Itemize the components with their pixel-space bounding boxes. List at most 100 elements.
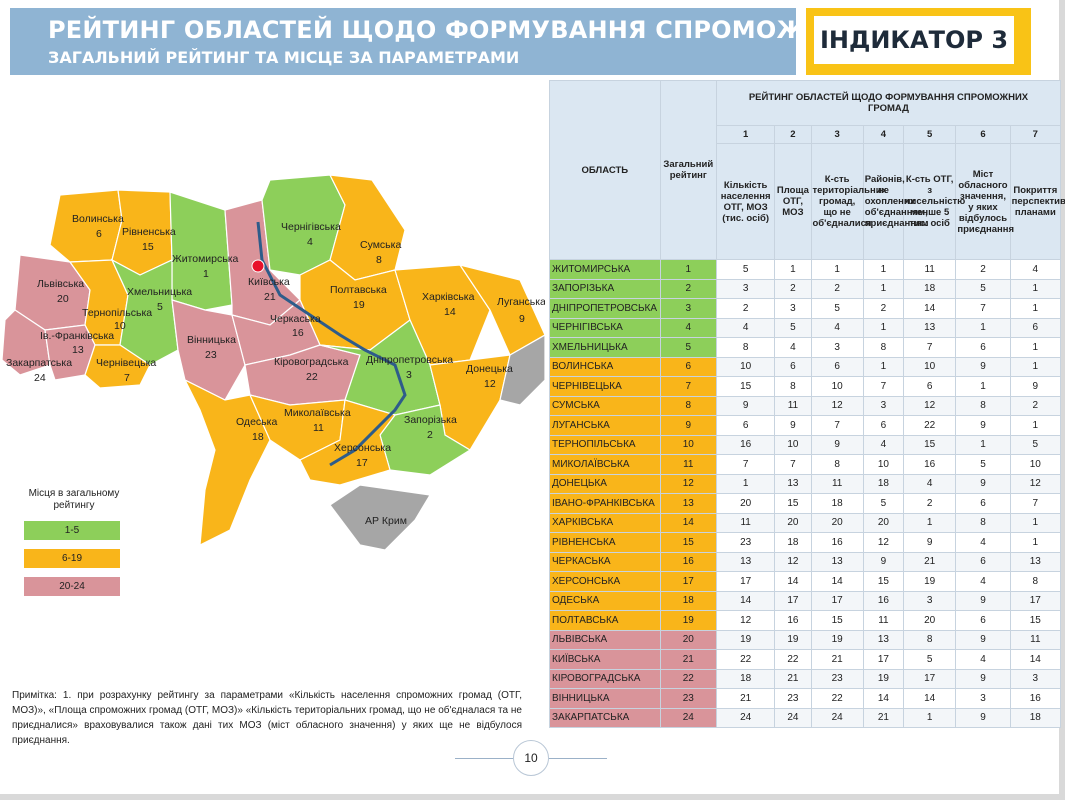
param-value-cell: 1: [1009, 356, 1062, 377]
rank-kharkivska: 14: [444, 306, 456, 318]
param-value-cell: 14: [715, 590, 776, 611]
region-crimea: [329, 484, 431, 551]
rank-rivnenska: 15: [142, 241, 154, 253]
param-value-cell: 17: [903, 668, 957, 689]
param-name-5: К-сть ОТГ, з чисельністю менше 5 тис. ос…: [903, 143, 965, 260]
param-value-cell: 11: [1009, 629, 1062, 650]
region-vinnytska[interactable]: [171, 299, 246, 401]
param-value-cell: 4: [903, 473, 957, 494]
oblast-name-cell: ВОЛИНСЬКА: [549, 356, 661, 377]
param-value-cell: 3: [715, 278, 776, 299]
param-value-cell: 6: [1009, 317, 1062, 338]
param-value-cell: 12: [774, 551, 812, 572]
param-value-cell: 15: [774, 493, 812, 514]
param-value-cell: 20: [903, 610, 957, 631]
overall-rank-cell: 9: [659, 415, 717, 436]
overall-rank-cell: 18: [659, 590, 717, 611]
kyiv-city-marker[interactable]: [251, 259, 265, 273]
overall-rank-cell: 2: [659, 278, 717, 299]
param-value-cell: 14: [862, 688, 905, 709]
table-row: ВОЛИНСЬКА 6 10 6 6 1 10 9 1: [549, 356, 1062, 377]
param-value-cell: 6: [774, 356, 812, 377]
rank-zakarpatska: 24: [34, 372, 46, 384]
param-value-cell: 9: [955, 668, 1011, 689]
region-chernivetska[interactable]: [84, 344, 151, 389]
param-value-cell: 23: [810, 668, 864, 689]
param-value-cell: 1: [903, 707, 957, 728]
oblast-name-cell: ЛЬВІВСЬКА: [549, 629, 661, 650]
param-value-cell: 1: [1009, 532, 1062, 553]
param-value-cell: 8: [1009, 571, 1062, 592]
param-value-cell: 22: [810, 688, 864, 709]
param-value-cell: 5: [955, 454, 1011, 475]
param-value-cell: 1: [862, 278, 905, 299]
param-value-cell: 16: [1009, 688, 1062, 709]
table-row: ОДЕСЬКА 18 14 17 17 16 3 9 17: [549, 590, 1062, 611]
param-number-1: 1: [715, 125, 776, 144]
rank-vinnytska: 23: [205, 349, 217, 361]
label-mykolaivska: Миколаївська: [284, 407, 351, 419]
param-value-cell: 16: [774, 610, 812, 631]
label-kharkivska: Харківська: [422, 291, 475, 303]
param-value-cell: 5: [715, 259, 776, 280]
param-value-cell: 19: [862, 668, 905, 689]
rank-poltavska: 19: [353, 299, 365, 311]
param-value-cell: 2: [955, 259, 1011, 280]
rank-odeska: 18: [252, 431, 264, 443]
param-value-cell: 21: [810, 649, 864, 670]
overall-rank-cell: 14: [659, 512, 717, 533]
region-volynska[interactable]: [49, 189, 123, 263]
param-value-cell: 6: [862, 415, 905, 436]
region-sumska[interactable]: [328, 174, 406, 281]
region-odeska[interactable]: [183, 378, 271, 547]
group-header: РЕЙТИНГ ОБЛАСТЕЙ ЩОДО ФОРМУВАННЯ СПРОМОЖ…: [715, 80, 1062, 126]
param-value-cell: 9: [955, 415, 1011, 436]
param-value-cell: 8: [862, 337, 905, 358]
param-value-cell: 5: [774, 317, 812, 338]
label-chernihivska: Чернігівська: [281, 221, 341, 233]
param-value-cell: 10: [715, 356, 776, 377]
param-value-cell: 1: [955, 376, 1011, 397]
overall-rank-cell: 21: [659, 649, 717, 670]
page-number: 10: [513, 740, 549, 776]
param-value-cell: 4: [862, 434, 905, 455]
param-value-cell: 18: [774, 532, 812, 553]
param-value-cell: 1: [774, 259, 812, 280]
region-khersonska[interactable]: [299, 399, 396, 486]
param-value-cell: 15: [903, 434, 957, 455]
param-value-cell: 9: [955, 629, 1011, 650]
label-lvivska: Львівська: [37, 278, 84, 290]
table-row: ЧЕРНІГІВСЬКА 4 4 5 4 1 13 1 6: [549, 317, 1062, 338]
overall-rank-cell: 10: [659, 434, 717, 455]
param-value-cell: 20: [715, 493, 776, 514]
oblast-name-cell: ЛУГАНСЬКА: [549, 415, 661, 436]
label-cherkaska: Черкаська: [270, 313, 321, 325]
param-value-cell: 5: [955, 278, 1011, 299]
page-divider-right: [549, 758, 607, 759]
param-value-cell: 10: [774, 434, 812, 455]
label-rivnenska: Рівненська: [122, 226, 176, 238]
param-value-cell: 14: [1009, 649, 1062, 670]
param-value-cell: 1: [903, 512, 957, 533]
param-value-cell: 22: [903, 415, 957, 436]
overall-rank-cell: 24: [659, 707, 717, 728]
param-value-cell: 3: [862, 395, 905, 416]
param-value-cell: 9: [955, 356, 1011, 377]
param-value-cell: 5: [1009, 434, 1062, 455]
param-value-cell: 1: [1009, 512, 1062, 533]
overall-rank-cell: 20: [659, 629, 717, 650]
param-value-cell: 3: [1009, 668, 1062, 689]
legend-title: Місця в загальному рейтингу: [28, 488, 120, 511]
label-poltavska: Полтавська: [330, 284, 387, 296]
overall-rank-cell: 8: [659, 395, 717, 416]
param-value-cell: 9: [810, 434, 864, 455]
param-value-cell: 21: [715, 688, 776, 709]
param-value-cell: 1: [862, 259, 905, 280]
param-value-cell: 4: [955, 532, 1011, 553]
overall-rank-cell: 11: [659, 454, 717, 475]
param-value-cell: 2: [903, 493, 957, 514]
table-row: ХМЕЛЬНИЦЬКА 5 8 4 3 8 7 6 1: [549, 337, 1062, 358]
param-value-cell: 6: [955, 551, 1011, 572]
param-value-cell: 1: [1009, 298, 1062, 319]
rank-zhytomyrska: 1: [203, 268, 209, 280]
